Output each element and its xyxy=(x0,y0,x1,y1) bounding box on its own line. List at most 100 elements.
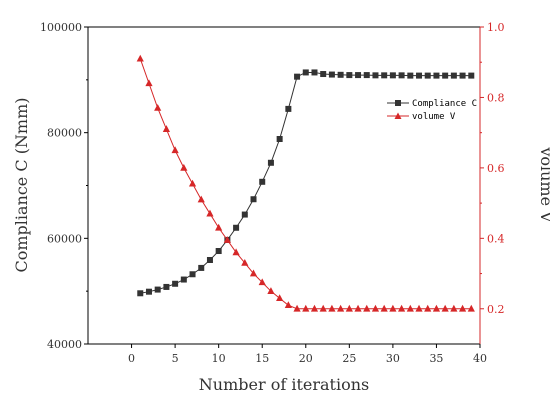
data-point-compliance xyxy=(398,72,405,79)
data-point-volume xyxy=(432,304,441,312)
data-point-compliance xyxy=(328,71,335,78)
x-tick-label: 30 xyxy=(386,352,400,365)
x-axis-ticks: 0 5 10 15 20 25 30 35 40 xyxy=(128,344,487,365)
x-tick-label: 0 xyxy=(128,352,135,365)
data-point-compliance xyxy=(302,69,309,76)
y2-tick-label: 0.8 xyxy=(487,91,505,104)
x-tick-label: 40 xyxy=(473,352,487,365)
data-point-compliance xyxy=(355,72,362,79)
x-axis-title: Number of iterations xyxy=(199,375,369,394)
data-point-compliance xyxy=(267,159,274,166)
y2-axis-ticks: 0.2 0.4 0.6 0.8 1.0 xyxy=(480,21,505,316)
data-point-compliance xyxy=(180,276,187,283)
legend-label-compliance: Compliance C xyxy=(412,99,477,109)
y2-tick-label: 0.2 xyxy=(487,303,505,316)
data-point-volume xyxy=(389,304,397,312)
x-tick-label: 10 xyxy=(212,352,226,365)
data-point-compliance xyxy=(215,248,222,255)
data-point-compliance xyxy=(241,211,248,218)
data-point-compliance xyxy=(233,224,240,231)
data-point-volume xyxy=(406,304,414,312)
data-point-compliance xyxy=(372,72,379,79)
data-point-volume xyxy=(345,304,353,312)
data-point-compliance xyxy=(250,196,257,203)
data-point-compliance xyxy=(320,71,327,78)
data-point-compliance xyxy=(137,290,144,297)
y-tick-label: 40000 xyxy=(47,338,82,351)
data-point-volume xyxy=(450,304,458,312)
y-axis-ticks: 40000 60000 80000 100000 xyxy=(40,21,88,351)
data-point-compliance xyxy=(459,72,466,79)
x-tick-label: 25 xyxy=(342,352,356,365)
data-point-compliance xyxy=(285,105,292,112)
data-point-volume xyxy=(328,304,336,312)
data-point-compliance xyxy=(206,256,213,263)
data-point-compliance xyxy=(433,72,440,79)
data-point-volume xyxy=(206,209,214,217)
data-point-volume xyxy=(197,195,205,203)
series-layer xyxy=(136,54,475,312)
data-point-compliance xyxy=(363,72,370,79)
data-point-volume xyxy=(136,54,144,62)
data-point-volume xyxy=(284,301,292,309)
data-point-volume xyxy=(249,269,258,277)
x-tick-label: 15 xyxy=(255,352,269,365)
x-tick-label: 20 xyxy=(299,352,313,365)
data-point-compliance xyxy=(442,72,449,79)
data-point-volume xyxy=(232,248,240,256)
legend: Compliance C volume V xyxy=(383,96,479,122)
data-point-volume xyxy=(380,304,388,312)
y-tick-label: 80000 xyxy=(47,127,82,140)
data-point-volume xyxy=(223,236,231,243)
data-point-volume xyxy=(458,304,467,312)
data-point-volume xyxy=(467,304,475,312)
data-point-compliance xyxy=(407,72,414,79)
y-tick-label: 60000 xyxy=(47,232,82,245)
data-point-compliance xyxy=(381,72,388,79)
data-point-compliance xyxy=(337,71,344,78)
data-point-volume xyxy=(398,304,406,312)
data-point-compliance xyxy=(468,72,475,79)
data-point-volume xyxy=(293,304,301,312)
data-point-volume xyxy=(267,287,275,294)
data-point-volume xyxy=(241,258,249,266)
data-point-compliance xyxy=(416,72,423,79)
y-axis-title: Compliance C (Nmm) xyxy=(12,97,31,272)
data-point-compliance xyxy=(311,69,318,76)
data-point-compliance xyxy=(346,72,353,79)
data-point-volume xyxy=(424,304,432,312)
data-point-compliance xyxy=(172,280,179,287)
data-point-volume xyxy=(371,304,380,312)
y2-tick-label: 0.4 xyxy=(487,232,505,245)
legend-marker-volume xyxy=(394,112,402,119)
data-point-volume xyxy=(441,304,449,312)
data-point-volume xyxy=(310,304,319,312)
data-point-volume xyxy=(276,294,284,302)
data-point-volume xyxy=(337,304,345,312)
data-point-volume xyxy=(319,304,327,312)
data-point-volume xyxy=(154,104,162,111)
y2-axis-title: volume V xyxy=(537,146,550,223)
data-point-compliance xyxy=(424,72,431,79)
x-tick-label: 5 xyxy=(172,352,179,365)
data-point-compliance xyxy=(276,136,283,143)
data-point-compliance xyxy=(198,264,205,271)
data-point-compliance xyxy=(450,72,457,79)
data-point-compliance xyxy=(145,288,152,295)
data-point-volume xyxy=(302,304,310,312)
data-point-volume xyxy=(363,304,371,312)
data-point-volume xyxy=(162,125,170,132)
y2-tick-label: 1.0 xyxy=(487,21,505,34)
data-point-volume xyxy=(180,163,188,171)
data-point-volume xyxy=(145,79,153,87)
data-point-volume xyxy=(415,304,423,312)
y2-tick-label: 0.6 xyxy=(487,162,505,175)
data-point-compliance xyxy=(259,178,266,185)
x-tick-label: 35 xyxy=(429,352,443,365)
legend-label-volume: volume V xyxy=(412,112,456,122)
data-point-compliance xyxy=(389,72,396,79)
data-point-compliance xyxy=(189,271,196,278)
data-point-compliance xyxy=(294,73,301,80)
data-point-compliance xyxy=(154,286,161,293)
